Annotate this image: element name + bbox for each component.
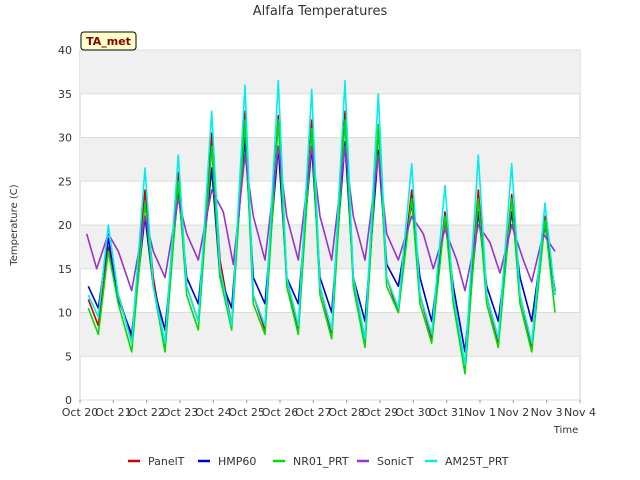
badge-label: TA_met [86, 35, 131, 48]
y-tick-label: 25 [58, 175, 72, 188]
grid [80, 49, 580, 401]
y-tick-label: 30 [58, 132, 72, 145]
x-tick-label: Oct 25 [228, 406, 265, 419]
x-tick-label: Oct 24 [195, 406, 232, 419]
chart-title: Alfalfa Temperatures [253, 4, 388, 19]
x-tick-label: Oct 21 [95, 406, 132, 419]
y-tick-label: 5 [65, 350, 72, 363]
y-axis: 0 5 10 15 20 25 30 35 40 [58, 44, 72, 407]
legend: PanelT HMP60 NR01_PRT SonicT AM25T_PRT [128, 455, 509, 468]
legend-item: NR01_PRT [273, 455, 349, 468]
series-layer [85, 79, 556, 375]
x-tick-label: Oct 31 [428, 406, 465, 419]
y-tick-label: 20 [58, 219, 72, 232]
grid-band [80, 50, 580, 94]
x-tick-label: Oct 28 [328, 406, 365, 419]
x-tick-label: Oct 20 [62, 406, 99, 419]
x-axis-label: Time [553, 425, 578, 436]
x-tick-label: Oct 27 [295, 406, 332, 419]
x-tick-label: Oct 26 [262, 406, 299, 419]
y-tick-label: 15 [58, 263, 72, 276]
y-tick-label: 10 [58, 307, 72, 320]
legend-label: SonicT [377, 455, 414, 468]
y-tick-label: 0 [65, 394, 72, 407]
x-tick-label: Nov 1 [464, 406, 496, 419]
x-tick-label: Oct 23 [162, 406, 199, 419]
x-tick-label: Nov 2 [497, 406, 529, 419]
legend-label: PanelT [148, 455, 185, 468]
x-tick-label: Oct 22 [128, 406, 165, 419]
legend-item: HMP60 [198, 455, 256, 468]
grid-band [80, 137, 580, 182]
series-line-am25t-prt [87, 79, 556, 366]
y-tick-label: 40 [58, 44, 72, 57]
series-line-sonict [85, 145, 556, 292]
x-tick-label: Oct 30 [395, 406, 432, 419]
x-tick-label: Oct 29 [362, 406, 399, 419]
legend-item: AM25T_PRT [425, 455, 509, 468]
ta-met-badge: TA_met [80, 31, 137, 51]
legend-label: AM25T_PRT [445, 455, 509, 468]
x-tick-label: Nov 4 [564, 406, 596, 419]
x-tick-label: Nov 3 [531, 406, 563, 419]
y-tick-label: 35 [58, 88, 72, 101]
series-line-nr01-prt [87, 119, 556, 375]
legend-item: SonicT [357, 455, 414, 468]
legend-item: PanelT [128, 455, 185, 468]
legend-label: NR01_PRT [293, 455, 349, 468]
legend-label: HMP60 [218, 455, 256, 468]
y-axis-label: Temperature (C) [9, 184, 20, 266]
